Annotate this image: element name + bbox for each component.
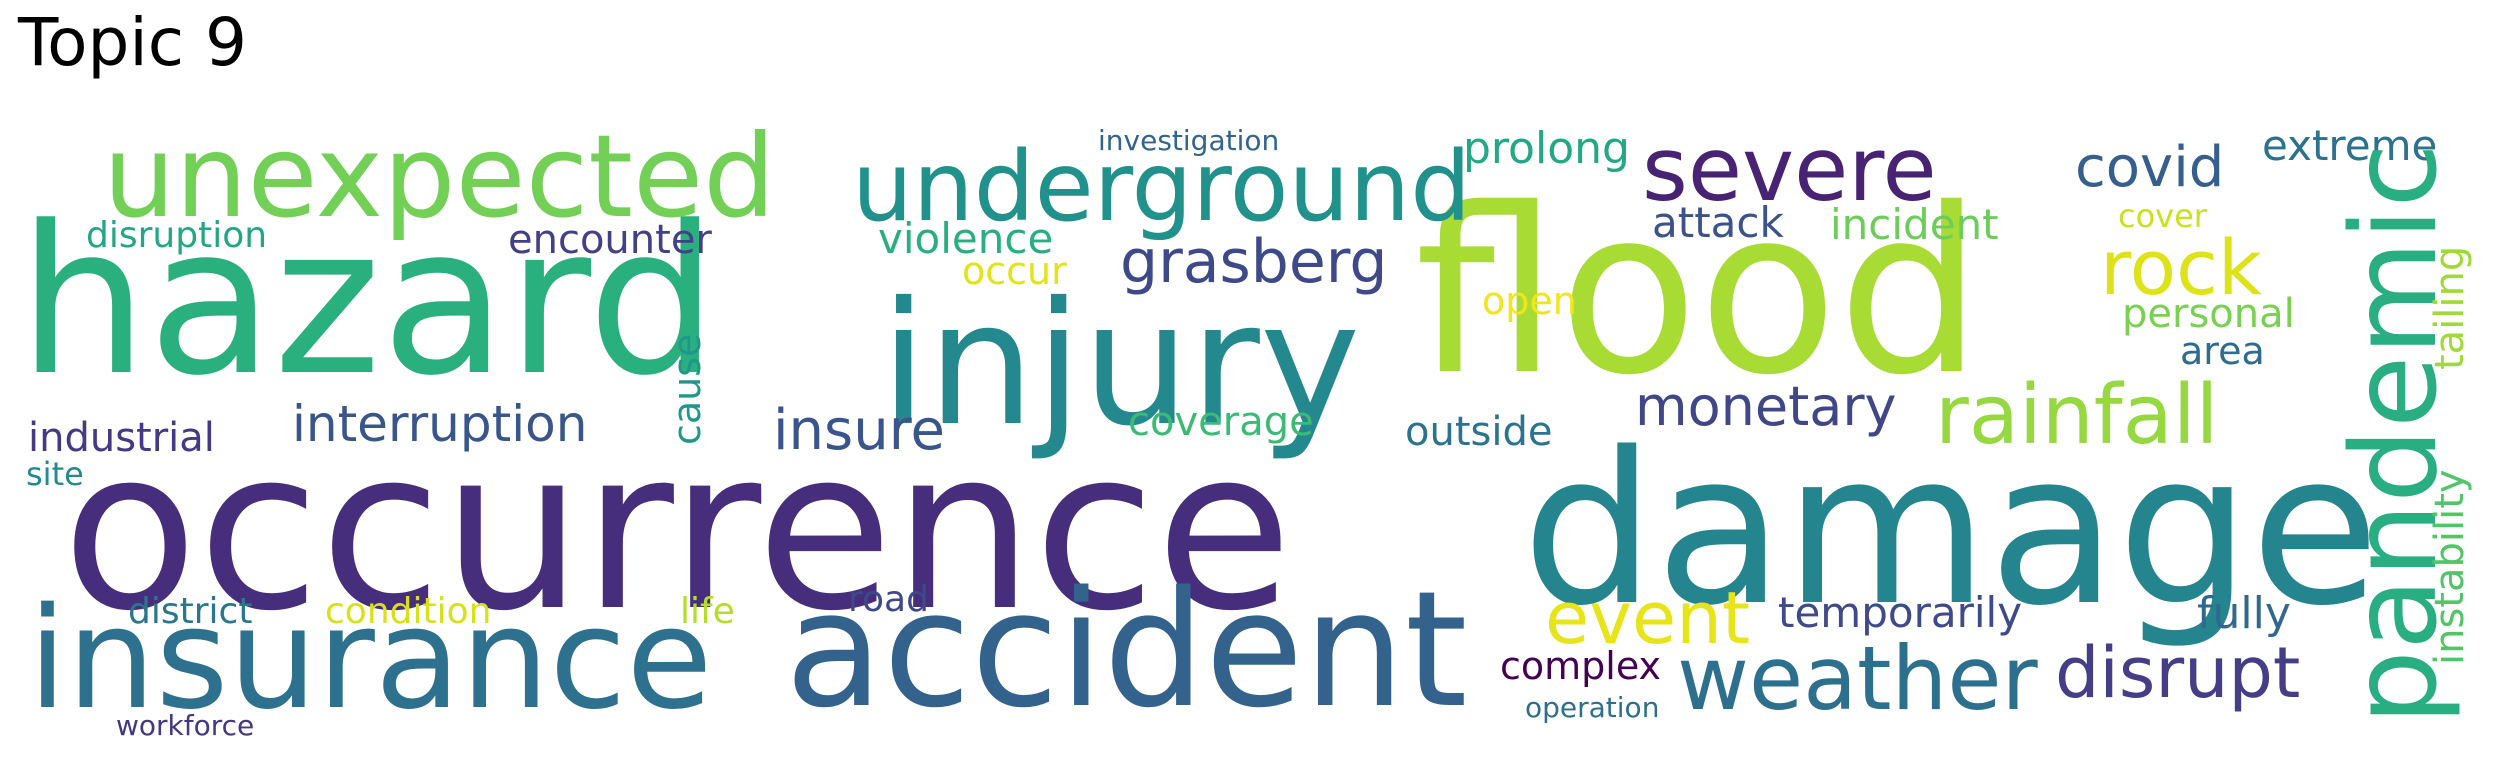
word-rainfall: rainfall bbox=[1935, 368, 2219, 463]
word-cause-text: cause bbox=[665, 333, 709, 445]
word-occur: occur bbox=[962, 249, 1067, 293]
word-violence: violence bbox=[878, 214, 1054, 263]
word-disruption: disruption bbox=[86, 215, 268, 256]
word-investigation: investigation bbox=[1098, 124, 1280, 157]
word-instability-text: instability bbox=[2427, 469, 2473, 665]
word-weather: weather bbox=[1677, 627, 2038, 730]
word-underground: underground bbox=[852, 131, 1472, 243]
word-personal: personal bbox=[2122, 291, 2295, 337]
word-operation: operation bbox=[1525, 691, 1660, 724]
word-district: district bbox=[128, 591, 253, 632]
word-insurance: insurance bbox=[28, 578, 713, 741]
word-instability-vertical: instability bbox=[2427, 380, 2475, 665]
word-attack: attack bbox=[1652, 198, 1784, 247]
word-condition: condition bbox=[325, 591, 492, 632]
word-open: open bbox=[1482, 279, 1577, 323]
word-flood: flood bbox=[1415, 159, 1983, 425]
word-cover: cover bbox=[2118, 197, 2207, 235]
word-rock: rock bbox=[2100, 223, 2262, 312]
word-disrupt: disrupt bbox=[2055, 632, 2301, 714]
word-temporarily: temporarily bbox=[1778, 588, 2023, 637]
word-hazard: hazard bbox=[18, 183, 718, 421]
word-area: area bbox=[2180, 329, 2265, 373]
page-title: Topic 9 bbox=[18, 4, 247, 81]
word-prolong: prolong bbox=[1463, 123, 1630, 174]
word-grasberg: grasberg bbox=[1120, 227, 1388, 297]
word-extreme: extreme bbox=[2262, 121, 2438, 170]
word-outside: outside bbox=[1405, 409, 1553, 455]
word-tailing-vertical: tailing bbox=[2427, 185, 2475, 370]
word-damage: damage bbox=[1522, 407, 2380, 652]
word-severe: severe bbox=[1642, 118, 1937, 221]
word-event: event bbox=[1545, 576, 1751, 660]
word-fully: fully bbox=[2197, 588, 2291, 639]
word-coverage: coverage bbox=[1128, 399, 1314, 445]
word-industrial: industrial bbox=[28, 415, 215, 461]
word-injury: injury bbox=[880, 266, 1361, 464]
word-insure: insure bbox=[773, 398, 945, 463]
word-encounter: encounter bbox=[508, 217, 712, 263]
word-site: site bbox=[26, 455, 84, 493]
word-accident: accident bbox=[785, 556, 1468, 743]
word-cause-vertical: cause bbox=[665, 310, 710, 445]
word-incident: incident bbox=[1830, 200, 1999, 249]
word-complex: complex bbox=[1500, 644, 1662, 688]
word-road: road bbox=[848, 579, 929, 620]
word-covid: covid bbox=[2075, 135, 2225, 200]
word-occurrence: occurrence bbox=[62, 402, 1293, 660]
word-workforce: workforce bbox=[116, 709, 255, 742]
word-unexpected: unexpected bbox=[103, 110, 776, 243]
word-life: life bbox=[680, 591, 735, 632]
word-interruption: interruption bbox=[292, 395, 588, 453]
word-tailing-text: tailing bbox=[2427, 245, 2473, 370]
word-monetary: monetary bbox=[1635, 375, 1897, 438]
